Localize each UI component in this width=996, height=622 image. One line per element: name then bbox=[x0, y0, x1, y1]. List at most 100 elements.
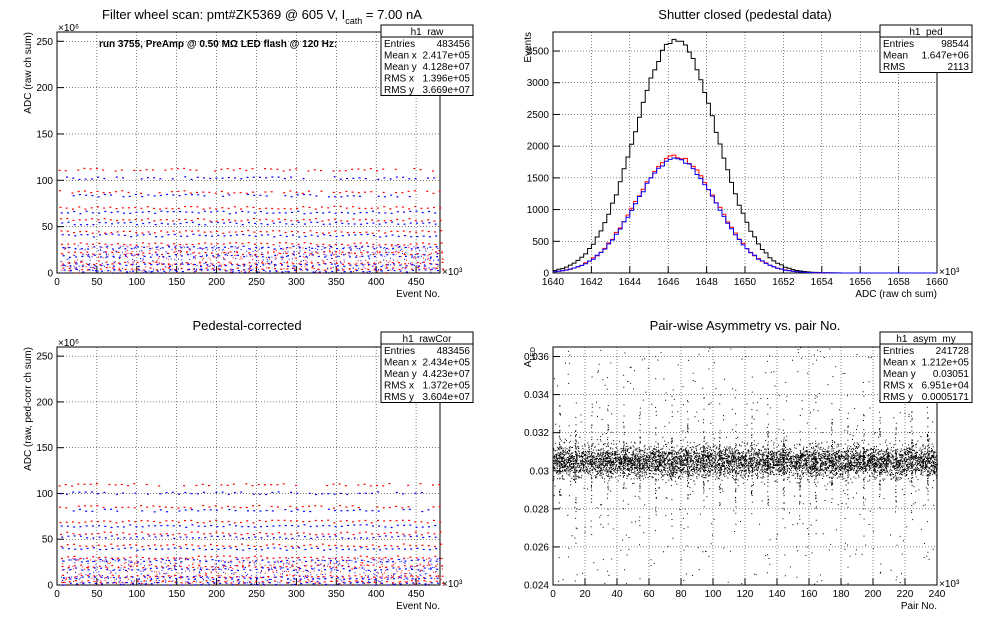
data-point bbox=[259, 271, 261, 273]
data-point bbox=[163, 270, 166, 272]
data-point bbox=[408, 208, 411, 210]
data-point bbox=[378, 269, 380, 271]
data-point bbox=[234, 255, 236, 257]
data-point bbox=[136, 253, 139, 255]
data-point bbox=[104, 545, 107, 547]
data-point bbox=[156, 577, 159, 580]
data-point bbox=[61, 253, 64, 255]
data-point bbox=[416, 582, 418, 584]
data-point bbox=[404, 246, 407, 249]
data-point bbox=[189, 268, 191, 270]
data-point bbox=[376, 519, 379, 522]
data-point bbox=[216, 221, 219, 224]
data-point bbox=[352, 267, 354, 269]
data-point bbox=[302, 218, 305, 221]
data-point bbox=[135, 246, 137, 248]
data-point bbox=[356, 254, 358, 256]
data-point bbox=[379, 236, 382, 238]
data-point bbox=[435, 547, 438, 550]
data-point bbox=[106, 256, 109, 258]
data-point bbox=[315, 218, 318, 220]
data-point bbox=[239, 562, 241, 564]
data-point bbox=[416, 236, 419, 238]
data-point bbox=[91, 212, 94, 214]
data-point bbox=[86, 574, 89, 577]
data-point bbox=[250, 583, 253, 585]
data-point bbox=[184, 520, 187, 522]
data-point bbox=[320, 206, 323, 208]
data-point bbox=[216, 535, 219, 538]
data-point bbox=[196, 522, 199, 524]
data-point bbox=[390, 526, 393, 529]
data-point bbox=[128, 565, 130, 567]
data-point bbox=[158, 506, 161, 508]
data-point bbox=[308, 533, 311, 535]
data-point bbox=[357, 506, 360, 509]
stats-row-label: RMS x bbox=[384, 74, 414, 85]
data-point bbox=[389, 208, 392, 210]
data-point bbox=[337, 269, 340, 271]
data-point bbox=[168, 267, 170, 269]
y-axis-label-main: Events bbox=[523, 32, 534, 63]
data-point bbox=[297, 546, 300, 548]
data-point bbox=[177, 268, 179, 270]
data-point bbox=[349, 577, 352, 579]
data-point bbox=[219, 269, 221, 271]
y-tick-label: 0 bbox=[543, 269, 549, 280]
data-point bbox=[327, 519, 330, 521]
data-point bbox=[180, 562, 182, 564]
data-point bbox=[95, 564, 97, 566]
data-point bbox=[99, 246, 102, 248]
data-point bbox=[390, 576, 392, 578]
data-point bbox=[407, 558, 409, 560]
data-point bbox=[395, 491, 398, 494]
data-point bbox=[117, 567, 120, 569]
data-point bbox=[353, 223, 356, 225]
data-point bbox=[105, 564, 107, 566]
data-point bbox=[258, 582, 260, 584]
data-point bbox=[223, 235, 226, 237]
x-axis-label: Event No. bbox=[396, 601, 440, 612]
data-point bbox=[222, 564, 224, 566]
data-point bbox=[433, 571, 435, 573]
data-point bbox=[285, 557, 288, 559]
data-point bbox=[354, 234, 357, 236]
data-point bbox=[432, 519, 435, 522]
data-point bbox=[158, 249, 160, 251]
data-point bbox=[88, 565, 90, 567]
data-point bbox=[205, 573, 207, 575]
data-point bbox=[408, 218, 411, 220]
data-point bbox=[242, 233, 245, 236]
data-point bbox=[382, 559, 384, 561]
y-tick-label: 0 bbox=[47, 581, 53, 592]
data-point bbox=[303, 253, 305, 255]
data-point bbox=[219, 263, 221, 265]
data-point bbox=[91, 545, 94, 547]
data-point bbox=[373, 569, 376, 571]
data-point bbox=[381, 580, 383, 582]
data-point bbox=[293, 250, 295, 252]
data-point bbox=[78, 584, 80, 586]
data-point bbox=[410, 236, 413, 238]
data-point bbox=[405, 577, 408, 579]
data-point bbox=[74, 262, 77, 264]
data-point bbox=[419, 483, 422, 485]
data-point bbox=[384, 577, 386, 579]
data-point bbox=[398, 558, 401, 561]
data-point bbox=[165, 573, 167, 575]
x-tick-label: 200 bbox=[208, 589, 225, 600]
data-point bbox=[307, 579, 309, 581]
data-point bbox=[221, 177, 224, 179]
data-point bbox=[146, 520, 149, 522]
data-point bbox=[110, 543, 113, 545]
data-point bbox=[106, 560, 108, 562]
x-tick-label: 1656 bbox=[849, 277, 872, 288]
data-point bbox=[256, 583, 259, 586]
data-point bbox=[409, 536, 412, 538]
data-point bbox=[146, 206, 149, 208]
data-point bbox=[274, 254, 277, 256]
data-point bbox=[101, 247, 103, 249]
data-point bbox=[172, 230, 175, 232]
data-point bbox=[432, 206, 435, 209]
data-point bbox=[358, 248, 360, 250]
